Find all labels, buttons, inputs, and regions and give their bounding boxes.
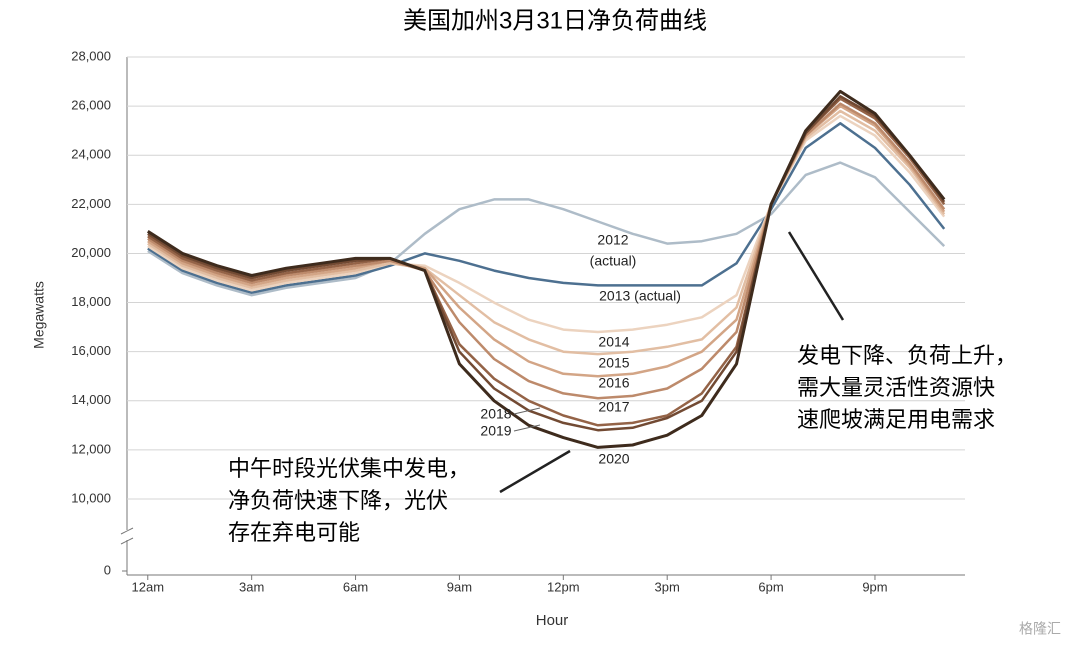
series-line (147, 95, 946, 432)
series-label: 2019 (480, 423, 511, 439)
annotation: 速爬坡满足用电需求 (797, 407, 995, 432)
series-label: 2020 (598, 451, 629, 467)
series-label: 2012 (597, 232, 628, 248)
series-note: (actual) (590, 253, 637, 269)
series-label: 2014 (598, 334, 629, 350)
y-tick-label: 14,000 (71, 392, 111, 407)
y-tick-label: 24,000 (71, 147, 111, 162)
x-tick-label: 9am (447, 579, 472, 594)
x-tick-label: 12pm (547, 579, 580, 594)
x-tick-label: 12am (132, 579, 165, 594)
x-tick-label: 6am (343, 579, 368, 594)
y-tick-label: 12,000 (71, 441, 111, 456)
x-tick-label: 6pm (758, 579, 783, 594)
annotation: 存在弃电可能 (228, 520, 360, 545)
annotation: 需大量灵活性资源快 (797, 375, 995, 400)
y-tick-label: 16,000 (71, 343, 111, 358)
axis-break (120, 537, 134, 545)
annotation-pointer (787, 231, 845, 321)
y-tick-label: 20,000 (71, 245, 111, 260)
chart-title: 美国加州3月31日净负荷曲线 (403, 7, 707, 34)
series-label: 2018 (480, 406, 511, 422)
series-label: 2013 (actual) (599, 288, 681, 304)
y-tick-label: 22,000 (71, 196, 111, 211)
series-line (147, 114, 946, 334)
series-line (147, 161, 946, 297)
y-tick-label: 0 (104, 562, 111, 577)
label-leader (513, 424, 541, 432)
series-label: 2015 (598, 355, 629, 371)
series-line (147, 109, 946, 356)
plot-area: 0 10,000 12,000 14,000 16,000 18,000 20,000 22,… (71, 48, 965, 594)
axis-break (120, 527, 134, 535)
series-label: 2017 (598, 399, 629, 415)
x-tick-label: 3am (239, 579, 264, 594)
series-label: 2016 (598, 375, 629, 391)
y-tick-label: 18,000 (71, 294, 111, 309)
series-line (146, 89, 946, 449)
y-tick-label: 26,000 (71, 98, 111, 113)
annotation: 净负荷快速下降，光伏 (228, 488, 448, 513)
x-axis-label: Hour (536, 612, 569, 629)
y-tick-label: 28,000 (71, 48, 111, 63)
y-axis-label: Megawatts (31, 281, 47, 349)
annotation: 发电下降、负荷上升， (797, 343, 1017, 368)
annotation-pointer (499, 449, 571, 494)
label-leader (513, 407, 541, 415)
y-tick-label: 10,000 (71, 490, 111, 505)
x-tick-label: 3pm (655, 579, 680, 594)
series-line (147, 102, 946, 400)
annotation: 中午时段光伏集中发电， (228, 456, 470, 481)
watermark: 格隆汇 (1019, 621, 1061, 637)
x-tick-label: 9pm (862, 579, 887, 594)
series-line (147, 122, 946, 294)
